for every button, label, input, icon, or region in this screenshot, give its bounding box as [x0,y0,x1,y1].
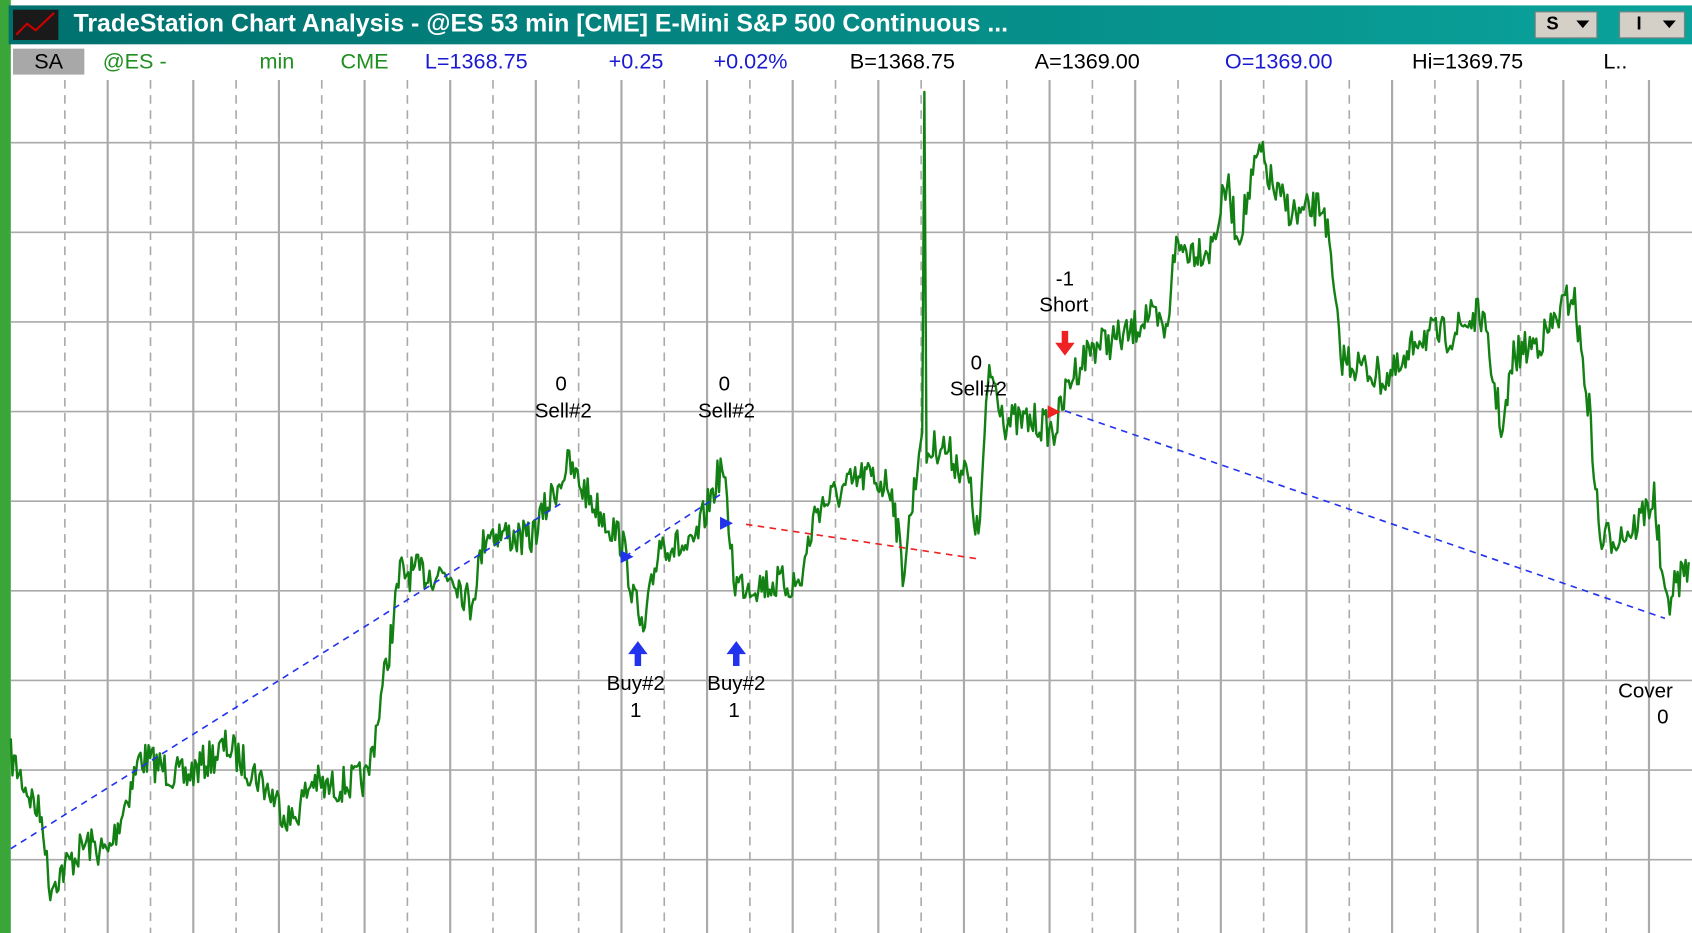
left-border [0,0,11,933]
trade-qty: 0 [719,372,730,395]
trade-lines [10,410,1666,850]
symbol: @ES - [103,48,167,73]
buy-arrow [628,641,746,666]
trade-qty: 0 [555,372,566,395]
trade-label: Sell#2 [950,378,1007,401]
trade-label: Cover [1618,679,1673,702]
trade-qty: 1 [630,699,641,722]
entry-marker [720,516,734,530]
interval: min [259,48,294,73]
button-label[interactable]: I [1636,13,1641,34]
trade-qty: -1 [1056,267,1074,290]
window-button[interactable]: I [1619,11,1685,39]
entry-marker [620,550,634,564]
trade-label: Short [1039,293,1088,316]
trade-label: Buy#2 [607,672,665,695]
trade-line [10,502,563,850]
last-price: L=1368.75 [425,48,528,73]
trade-qty: 0 [1657,705,1668,728]
trade-line [624,491,725,558]
high: Hi=1369.75 [1412,48,1523,73]
ask: A=1369.00 [1035,48,1140,73]
change: +0.25 [609,48,664,73]
symbol-box [12,48,85,75]
trade-label: Sell#2 [535,399,592,422]
short-arrow [1055,330,1075,356]
button-label[interactable]: S [1546,13,1558,34]
trade-label: Buy#2 [707,672,765,695]
bid: B=1368.75 [850,48,955,73]
open: O=1369.00 [1225,48,1333,73]
trade-qty: 1 [728,699,739,722]
window-button[interactable]: S [1534,11,1598,39]
price-series [9,90,1690,902]
trade-label: Sell#2 [698,399,755,422]
symbol-box-label: SA [34,48,63,73]
change-pct: +0.02% [714,48,788,73]
trade-line [745,523,979,560]
entry-marker [1047,405,1061,419]
exchange: CME [341,48,389,73]
title-bar [8,5,1692,45]
price-line [9,90,1690,902]
trade-qty: 0 [971,352,982,375]
more: L.. [1603,48,1627,73]
window-title: TradeStation Chart Analysis - @ES 53 min… [74,9,1009,37]
app-icon-line [15,12,55,36]
grid [10,80,1692,933]
trade-line [1064,410,1666,620]
